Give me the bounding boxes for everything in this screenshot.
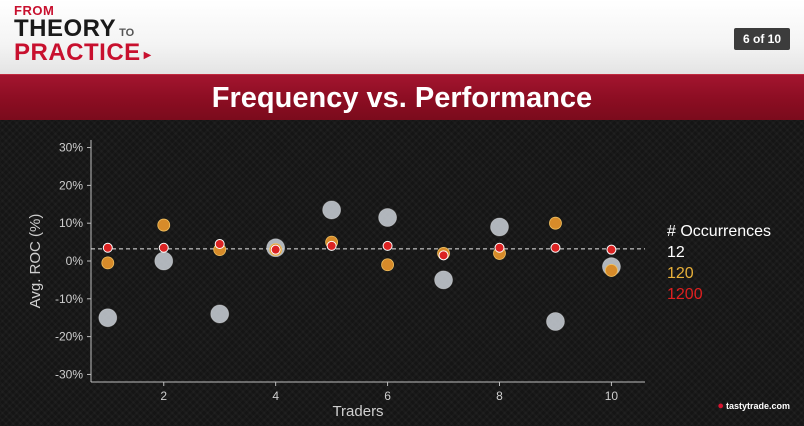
y-tick-label: -20%: [55, 330, 83, 344]
header-bar: FROM THEORY TO PRACTICE ▶ 6 of 10: [0, 0, 804, 74]
brand-logo: ● tastytrade.com: [717, 400, 790, 412]
point-occurrences-1200: [382, 240, 393, 251]
title-bar: Frequency vs. Performance: [0, 74, 804, 121]
point-occurrences-12: [490, 217, 509, 237]
y-axis-title: Avg. ROC (%): [27, 214, 44, 309]
point-occurrences-1200: [214, 238, 225, 249]
point-occurrences-1200: [606, 244, 617, 255]
point-occurrences-12: [322, 200, 342, 220]
x-tick-label: 8: [496, 389, 503, 403]
legend-item-120: 120: [667, 265, 694, 282]
x-axis-title: Traders: [332, 403, 383, 420]
x-tick-label: 6: [384, 389, 391, 403]
logo-from: FROM: [14, 3, 55, 18]
play-arrow-icon: ▶: [143, 49, 152, 61]
point-occurrences-1200: [494, 242, 505, 253]
point-occurrences-12: [546, 312, 565, 331]
legend-title: # Occurrences: [667, 223, 772, 240]
y-tick-label: 10%: [59, 216, 83, 230]
legend-item-12: 12: [667, 244, 685, 261]
y-tick-label: -30%: [55, 367, 83, 381]
y-tick-label: 30%: [59, 141, 83, 155]
x-tick-label: 2: [160, 389, 167, 403]
logo-theory: THEORY: [14, 15, 117, 42]
x-tick-label: 4: [272, 389, 279, 403]
slide-counter: 6 of 10: [733, 28, 790, 50]
legend-item-1200: 1200: [667, 286, 703, 303]
point-occurrences-12: [378, 208, 397, 227]
point-occurrences-120: [605, 264, 618, 277]
chart-area: 30% 20% 10% 0% -10% -20% -30% 2 4 6 8 10 Traders Avg.…: [0, 120, 804, 426]
point-occurrences-1200: [550, 242, 561, 253]
logo-to: TO: [119, 27, 135, 39]
point-occurrences-1200: [438, 250, 449, 261]
point-occurrences-12: [210, 304, 230, 324]
legend: # Occurrences 12 120 1200: [667, 221, 771, 305]
cherry-icon: ●: [717, 400, 724, 412]
brand-text: tastytrade.com: [725, 401, 790, 411]
point-occurrences-12: [434, 270, 453, 290]
point-occurrences-1200: [102, 242, 113, 253]
point-occurrences-12: [154, 251, 174, 271]
slide-title: Frequency vs. Performance: [211, 82, 593, 114]
logo-practice: PRACTICE: [14, 39, 141, 66]
point-occurrences-1200: [270, 244, 281, 255]
point-occurrences-12: [98, 308, 118, 328]
point-occurrences-120: [101, 256, 115, 270]
point-occurrences-120: [381, 258, 394, 272]
y-tick-label: 20%: [59, 178, 83, 192]
from-theory-to-practice-logo: FROM THEORY TO PRACTICE ▶: [14, 4, 151, 65]
x-tick-label: 10: [605, 389, 619, 403]
point-occurrences-120: [549, 216, 562, 230]
point-occurrences-1200: [158, 242, 169, 253]
scatter-chart: 30% 20% 10% 0% -10% -20% -30% 2 4 6 8 10 Traders Avg.…: [27, 140, 645, 420]
point-occurrences-1200: [326, 240, 337, 251]
y-tick-label: 0%: [66, 254, 84, 268]
y-tick-label: -10%: [55, 292, 83, 306]
point-occurrences-120: [157, 218, 171, 232]
